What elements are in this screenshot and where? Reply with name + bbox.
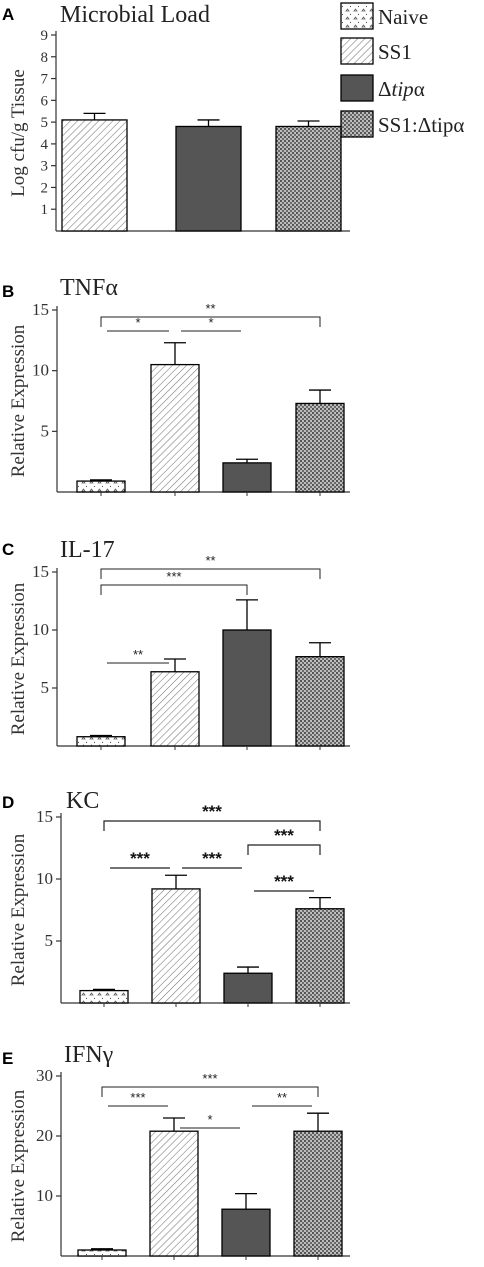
bar-ss1tipa xyxy=(295,402,345,493)
bar-naive xyxy=(77,1249,127,1257)
bar-ss1tipa xyxy=(295,908,345,1004)
panel-d: KC Relative Expression 5 10 15 *** *** *** *** **… xyxy=(8,788,350,1007)
significance-bracket xyxy=(247,844,321,855)
significance-label: ** xyxy=(277,1090,287,1105)
significance-bracket xyxy=(101,1086,319,1097)
y-tick-label: 10 xyxy=(36,1186,53,1205)
legend: Naive SS1 Δtipα SS1:Δtipα xyxy=(340,2,464,138)
bar-ss1 xyxy=(61,119,128,232)
y-tick-label: 3 xyxy=(41,159,49,175)
chart-title: IFNγ xyxy=(64,1042,114,1068)
bar-tipa xyxy=(175,125,242,232)
significance-label: *** xyxy=(274,872,294,891)
significance-label: * xyxy=(135,315,140,330)
y-tick-label: 5 xyxy=(41,421,50,440)
bar-ss1tipa xyxy=(293,1130,343,1257)
legend-label-tipa: Δtipα xyxy=(378,77,425,101)
legend-label-ss1: SS1 xyxy=(378,40,412,64)
legend-swatch-naive xyxy=(340,2,374,30)
y-tick-label: 1 xyxy=(41,202,49,218)
legend-label-naive: Naive xyxy=(378,5,428,29)
panel-letter-d: D xyxy=(2,793,14,812)
y-tick-label: 15 xyxy=(32,562,49,581)
y-tick-label: 4 xyxy=(41,137,49,153)
bar-tipa xyxy=(222,462,272,493)
y-tick-label: 2 xyxy=(41,180,49,196)
bar-ss1 xyxy=(151,888,201,1004)
significance-label: *** xyxy=(166,569,181,584)
significance-bracket xyxy=(103,820,321,831)
legend-swatch-ss1tipa xyxy=(340,110,374,138)
significance-bracket xyxy=(100,316,321,327)
panel-letter-b: B xyxy=(2,282,14,301)
y-tick-label: 15 xyxy=(32,300,49,319)
significance-label: *** xyxy=(130,849,150,868)
bar-ss1 xyxy=(149,1130,199,1257)
y-tick-label: 7 xyxy=(41,72,49,88)
panel-a: Microbial Load Log cfu/g Tissue 1 2 3 4 5 6 7 8 9 xyxy=(8,2,350,232)
panel-letter-a: A xyxy=(2,5,14,24)
bar-tipa xyxy=(223,972,273,1004)
bar-naive xyxy=(79,989,129,1004)
y-tick-label: 10 xyxy=(32,620,49,639)
y-axis-label: Log cfu/g Tissue xyxy=(8,69,29,197)
y-tick-label: 8 xyxy=(41,50,49,66)
significance-label: * xyxy=(208,315,213,330)
y-axis-label: Relative Expression xyxy=(8,833,29,986)
significance-label: ** xyxy=(205,301,215,316)
panel-letter-c: C xyxy=(2,540,14,559)
y-axis-label: Relative Expression xyxy=(8,1089,29,1242)
panel-letter-e: E xyxy=(2,1049,13,1068)
chart-title: KC xyxy=(66,788,99,814)
significance-bracket xyxy=(100,568,321,579)
legend-swatch-ss1 xyxy=(340,37,374,65)
significance-label: *** xyxy=(130,1090,145,1105)
significance-label: *** xyxy=(202,802,222,821)
bar-ss1 xyxy=(150,363,200,493)
significance-label: * xyxy=(207,1112,212,1127)
y-axis-label: Relative Expression xyxy=(8,582,29,735)
bar-ss1tipa xyxy=(275,125,342,232)
legend-swatch-tipa xyxy=(340,74,374,102)
y-tick-label: 20 xyxy=(36,1126,53,1145)
y-tick-label: 15 xyxy=(36,807,53,826)
bar-naive xyxy=(76,736,126,747)
chart-title: Microbial Load xyxy=(60,2,210,28)
significance-bracket xyxy=(100,584,248,595)
bar-ss1tipa xyxy=(295,656,345,747)
y-tick-label: 5 xyxy=(41,115,49,131)
y-axis-label: Relative Expression xyxy=(8,324,29,477)
bar-naive xyxy=(76,480,126,493)
y-tick-label: 6 xyxy=(41,93,49,109)
y-tick-label: 5 xyxy=(41,678,50,697)
legend-label-ss1tipa: SS1:Δtipα xyxy=(378,113,464,137)
y-tick-label: 10 xyxy=(36,869,53,888)
significance-label: *** xyxy=(202,849,222,868)
y-tick-label: 10 xyxy=(32,361,49,380)
bar-ss1 xyxy=(150,671,200,747)
y-tick-label: 30 xyxy=(36,1066,53,1085)
chart-title: TNFα xyxy=(60,275,118,301)
y-tick-label: 5 xyxy=(45,931,54,950)
significance-label: *** xyxy=(202,1071,217,1086)
significance-label: *** xyxy=(274,826,294,845)
significance-label: ** xyxy=(205,553,215,568)
chart-title: IL-17 xyxy=(60,537,115,563)
bar-tipa xyxy=(221,1208,271,1257)
y-tick-label: 9 xyxy=(41,28,49,44)
bar-tipa xyxy=(222,629,272,747)
significance-label: ** xyxy=(133,647,143,662)
